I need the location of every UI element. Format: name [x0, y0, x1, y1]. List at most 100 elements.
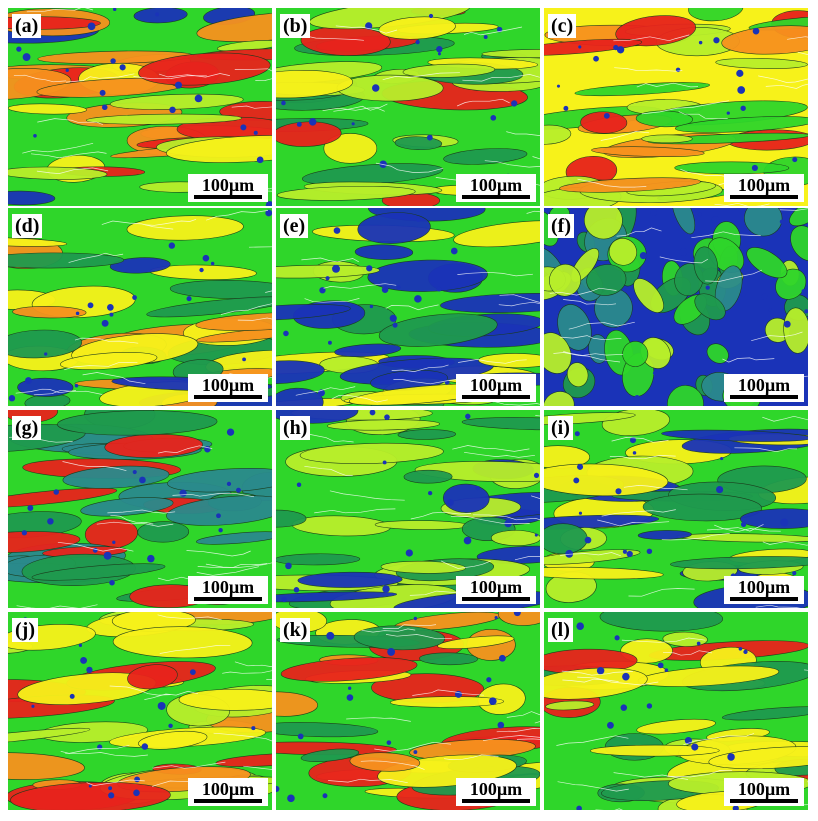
fine-grain — [494, 616, 498, 620]
grain — [8, 531, 81, 554]
low-angle-boundary — [322, 103, 388, 112]
scale-bar-label: 100µm — [469, 175, 523, 195]
fine-grain — [102, 104, 108, 111]
grain — [637, 530, 692, 540]
grain — [662, 631, 708, 647]
panel-label: (l) — [548, 618, 573, 642]
low-angle-boundary — [556, 735, 629, 746]
fine-grain — [283, 330, 289, 337]
fine-grain — [801, 289, 806, 294]
fine-grain — [634, 395, 640, 401]
fine-grain — [603, 112, 610, 119]
fine-grain — [168, 242, 176, 249]
grain — [715, 57, 808, 69]
fine-grain — [607, 721, 614, 729]
grain — [126, 215, 244, 241]
grain — [367, 259, 488, 292]
grain — [589, 744, 720, 757]
fine-grain — [319, 287, 326, 294]
low-angle-boundary — [464, 451, 535, 458]
fine-grain — [563, 105, 569, 111]
grain — [276, 304, 351, 321]
low-angle-boundary — [16, 604, 98, 608]
grain — [8, 727, 91, 747]
scale-bar-line — [730, 799, 798, 803]
low-angle-boundary — [563, 299, 617, 306]
grain-orientation-map — [8, 8, 272, 206]
low-angle-boundary — [68, 252, 124, 263]
fine-grain — [639, 252, 647, 260]
low-angle-boundary — [758, 75, 808, 83]
fine-grain — [33, 133, 37, 138]
low-angle-boundary — [36, 167, 109, 174]
fine-grain — [44, 352, 48, 356]
grain — [442, 483, 490, 513]
grain — [280, 657, 418, 682]
fine-grain — [740, 521, 747, 527]
fine-grain — [147, 554, 155, 563]
grain — [276, 70, 353, 99]
fine-grain — [386, 740, 392, 745]
scale-bar-line — [194, 195, 262, 199]
low-angle-boundary — [484, 160, 540, 168]
low-angle-boundary — [393, 377, 469, 385]
low-angle-boundary — [360, 760, 425, 770]
grain-orientation-map — [276, 8, 540, 206]
fine-grain — [697, 212, 702, 217]
grain — [276, 691, 318, 717]
low-angle-boundary — [385, 304, 439, 311]
low-angle-boundary — [391, 364, 449, 372]
low-angle-boundary — [234, 68, 272, 72]
fine-grain — [47, 518, 54, 525]
low-angle-boundary — [37, 118, 103, 125]
low-angle-boundary — [144, 218, 197, 226]
low-angle-boundary — [600, 131, 650, 141]
low-angle-boundary — [314, 508, 396, 514]
grain — [8, 329, 83, 359]
fine-grain — [463, 536, 472, 545]
low-angle-boundary — [30, 151, 107, 159]
low-angle-boundary — [382, 72, 460, 81]
grain — [8, 252, 125, 269]
grain — [674, 161, 790, 175]
low-angle-boundary — [613, 34, 690, 42]
low-angle-boundary — [526, 210, 540, 214]
grain — [437, 635, 515, 650]
fine-grain — [573, 477, 580, 484]
low-angle-boundary — [714, 202, 770, 206]
low-angle-boundary — [456, 98, 510, 107]
fine-grain — [498, 654, 506, 662]
low-angle-boundary — [65, 752, 148, 757]
fine-grain — [108, 786, 113, 791]
fine-grain — [650, 209, 658, 216]
fine-grain — [488, 697, 497, 705]
grain — [633, 278, 664, 313]
fine-grain — [296, 482, 302, 487]
low-angle-boundary — [375, 162, 444, 173]
fine-grain — [134, 776, 140, 783]
low-angle-boundary — [614, 67, 683, 72]
grain — [670, 556, 808, 570]
fine-grain — [157, 701, 166, 710]
scale-bar-line — [462, 597, 530, 601]
grain — [60, 351, 158, 370]
ebsd-map-panel: (k) 100µm — [276, 612, 540, 810]
fine-grain — [235, 487, 242, 493]
low-angle-boundary — [577, 676, 659, 686]
grain — [549, 263, 582, 297]
grain — [580, 111, 628, 134]
fine-grain — [584, 536, 592, 544]
fine-grain — [381, 286, 389, 293]
low-angle-boundary — [532, 183, 540, 186]
fine-grain — [405, 549, 413, 557]
fine-grain — [218, 527, 223, 533]
fine-grain — [139, 476, 146, 484]
fine-grain — [327, 340, 332, 345]
fine-grain — [109, 579, 115, 586]
grain — [196, 531, 272, 545]
grain — [133, 8, 188, 24]
grain — [276, 387, 324, 406]
low-angle-boundary — [450, 516, 530, 524]
grain — [688, 8, 744, 22]
grain — [380, 560, 466, 574]
